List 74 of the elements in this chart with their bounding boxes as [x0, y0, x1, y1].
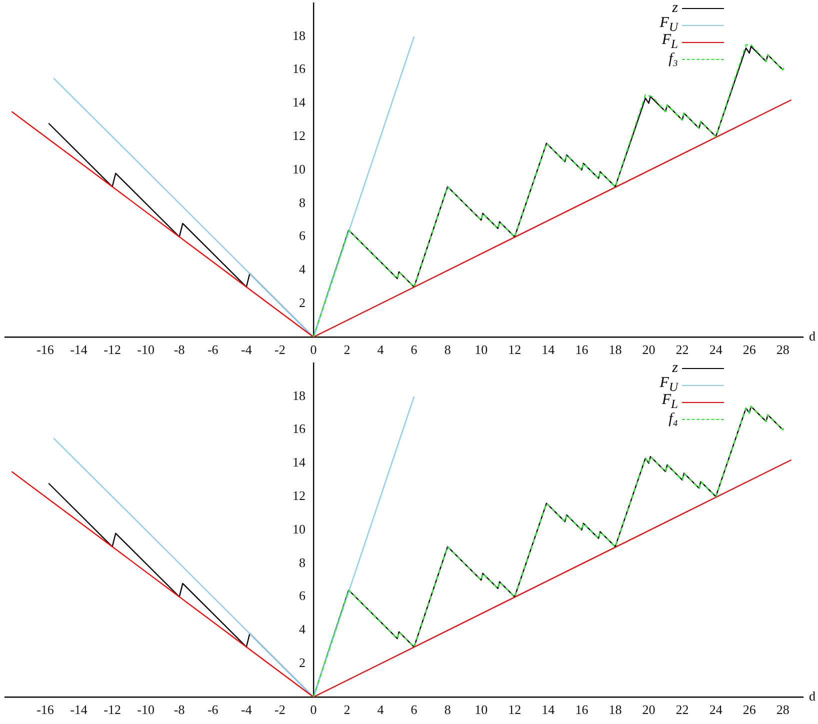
y-tick-label: 14 [292, 94, 306, 110]
x-tick-label: -2 [274, 702, 286, 718]
x-tick-label: 6 [410, 702, 418, 718]
legend-label: z [672, 360, 678, 376]
x-axis-title: d [809, 688, 816, 704]
x-tick-label: -16 [36, 342, 54, 358]
x-tick-label: -6 [207, 342, 219, 358]
y-tick-label: 10 [292, 161, 306, 176]
y-tick-label: 10 [292, 521, 306, 536]
x-tick-label: -10 [137, 342, 154, 358]
y-tick-label: 14 [292, 454, 306, 470]
x-tick-label: 20 [642, 342, 656, 358]
x-tick-label: 20 [642, 702, 656, 718]
y-tick-label: 8 [298, 554, 306, 570]
y-tick-label: 12 [292, 128, 306, 144]
y-tick-label: 4 [298, 622, 306, 637]
x-tick-label: 22 [676, 342, 689, 358]
y-tick-label: 18 [292, 28, 306, 43]
y-tick-label: 8 [298, 194, 306, 210]
legend-label: F$_{U}$ [660, 375, 678, 394]
x-tick-label: 12 [508, 342, 522, 358]
x-tick-label: 18 [608, 342, 622, 358]
x-tick-label: 8 [444, 342, 451, 358]
y-tick-label: 12 [292, 488, 306, 504]
x-tick-label: 2 [344, 342, 350, 358]
x-tick-label: -12 [104, 342, 121, 358]
x-tick-label: 26 [742, 342, 756, 358]
y-tick-label: 6 [298, 228, 306, 244]
x-tick-label: -8 [174, 342, 185, 358]
x-axis-title: d [809, 328, 816, 344]
legend-label: f₄ [668, 411, 678, 427]
legend-label: z [672, 0, 678, 16]
y-tick-label: 16 [292, 61, 306, 76]
x-tick-label: 10 [474, 702, 488, 718]
x-tick-label: 14 [542, 342, 556, 358]
x-tick-label: 0 [310, 342, 317, 358]
x-tick-label: -16 [36, 702, 54, 718]
x-tick-label: 16 [575, 702, 589, 718]
x-tick-label: -2 [274, 342, 286, 358]
x-tick-label: 22 [676, 702, 689, 718]
x-tick-label: -14 [70, 342, 88, 358]
x-tick-label: 8 [444, 702, 451, 718]
x-tick-label: -6 [207, 702, 219, 718]
y-tick-label: 18 [292, 388, 306, 403]
y-tick-label: 16 [292, 421, 306, 436]
x-tick-label: 4 [377, 702, 384, 718]
legend-label: F$_{L}$ [662, 392, 678, 412]
legend-label: F$_{L}$ [662, 32, 678, 52]
x-tick-label: 14 [542, 702, 556, 718]
x-tick-label: -4 [240, 702, 252, 718]
x-tick-label: 28 [776, 702, 790, 718]
legend-label: F$_{U}$ [660, 15, 678, 34]
x-tick-label: 24 [709, 702, 723, 718]
x-tick-label: 6 [410, 342, 418, 358]
x-tick-label: 24 [709, 342, 723, 358]
y-tick-label: 6 [298, 588, 306, 604]
x-tick-label: -14 [70, 702, 88, 718]
x-tick-label: 0 [310, 702, 317, 718]
x-tick-label: 28 [776, 342, 790, 358]
x-tick-label: 12 [508, 702, 522, 718]
y-tick-label: 2 [298, 655, 306, 670]
x-tick-label: 16 [575, 342, 589, 358]
x-tick-label: 26 [742, 702, 756, 718]
y-tick-label: 2 [298, 295, 306, 310]
x-tick-label: 2 [344, 702, 350, 718]
y-tick-label: 4 [298, 262, 306, 277]
x-tick-label: 10 [474, 342, 488, 358]
x-tick-label: -12 [104, 702, 121, 718]
x-tick-label: 4 [377, 342, 384, 358]
x-tick-label: -4 [240, 342, 252, 358]
x-tick-label: 18 [608, 702, 622, 718]
x-tick-label: -10 [137, 702, 154, 718]
legend-label: f₃ [668, 51, 678, 67]
x-tick-label: -8 [174, 702, 185, 718]
